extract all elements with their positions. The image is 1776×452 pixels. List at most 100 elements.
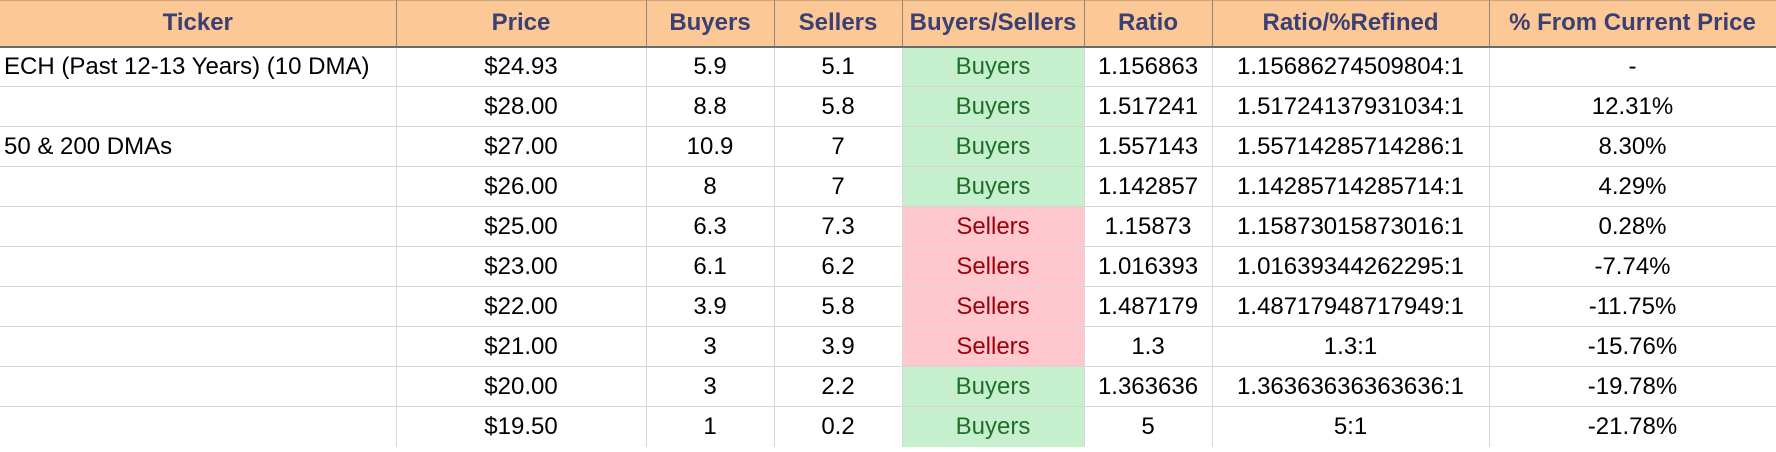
ticker-cell[interactable]: 50 & 200 DMAs (0, 126, 397, 167)
table-row: $28.00 8.8 5.8 Buyers 1.517241 1.5172413… (0, 86, 1776, 127)
ratio-cell[interactable]: 1.487179 (1084, 286, 1213, 327)
ticker-cell[interactable] (0, 406, 397, 447)
header-ratio[interactable]: Ratio (1084, 0, 1213, 48)
signal-cell[interactable]: Sellers (902, 206, 1085, 247)
pct-from-current-cell[interactable]: 0.28% (1489, 206, 1776, 247)
pct-from-current-cell[interactable]: -11.75% (1489, 286, 1776, 327)
ratio-cell[interactable]: 1.156863 (1084, 46, 1213, 87)
ratio-refined-cell[interactable]: 1.48717948717949:1 (1212, 286, 1490, 327)
pct-from-current-cell[interactable]: -21.78% (1489, 406, 1776, 447)
ratio-refined-cell[interactable]: 1.15686274509804:1 (1212, 46, 1490, 87)
ratio-refined-cell[interactable]: 1.3:1 (1212, 326, 1490, 367)
header-buyers-sellers[interactable]: Buyers/Sellers (902, 0, 1085, 48)
table-row: 50 & 200 DMAs $27.00 10.9 7 Buyers 1.557… (0, 126, 1776, 167)
ratio-refined-cell[interactable]: 1.15873015873016:1 (1212, 206, 1490, 247)
price-cell[interactable]: $27.00 (396, 126, 647, 167)
header-ratio-refined[interactable]: Ratio/%Refined (1212, 0, 1490, 48)
sellers-cell[interactable]: 6.2 (774, 246, 903, 287)
header-pct-from-current[interactable]: % From Current Price (1489, 0, 1776, 48)
buyers-cell[interactable]: 5.9 (646, 46, 775, 87)
ratio-refined-cell[interactable]: 1.36363636363636:1 (1212, 366, 1490, 407)
buyers-cell[interactable]: 8.8 (646, 86, 775, 127)
header-buyers[interactable]: Buyers (646, 0, 775, 48)
ticker-cell[interactable] (0, 286, 397, 327)
sellers-cell[interactable]: 5.8 (774, 86, 903, 127)
price-cell[interactable]: $21.00 (396, 326, 647, 367)
sellers-cell[interactable]: 7.3 (774, 206, 903, 247)
signal-cell[interactable]: Buyers (902, 46, 1085, 87)
ratio-cell[interactable]: 1.363636 (1084, 366, 1213, 407)
buyers-cell[interactable]: 3 (646, 326, 775, 367)
ticker-cell[interactable] (0, 206, 397, 247)
ratio-cell[interactable]: 1.557143 (1084, 126, 1213, 167)
price-cell[interactable]: $22.00 (396, 286, 647, 327)
price-cell[interactable]: $26.00 (396, 166, 647, 207)
signal-cell[interactable]: Sellers (902, 326, 1085, 367)
ratio-cell[interactable]: 1.016393 (1084, 246, 1213, 287)
price-cell[interactable]: $28.00 (396, 86, 647, 127)
ratio-refined-cell[interactable]: 1.55714285714286:1 (1212, 126, 1490, 167)
signal-cell[interactable]: Buyers (902, 166, 1085, 207)
sellers-cell[interactable]: 0.2 (774, 406, 903, 447)
price-cell[interactable]: $25.00 (396, 206, 647, 247)
ratio-refined-cell[interactable]: 1.14285714285714:1 (1212, 166, 1490, 207)
signal-cell[interactable]: Sellers (902, 286, 1085, 327)
pct-from-current-cell[interactable]: -19.78% (1489, 366, 1776, 407)
ticker-cell[interactable] (0, 326, 397, 367)
ticker-cell[interactable] (0, 246, 397, 287)
pct-from-current-cell[interactable]: 12.31% (1489, 86, 1776, 127)
ticker-cell[interactable] (0, 366, 397, 407)
table-row: $23.00 6.1 6.2 Sellers 1.016393 1.016393… (0, 246, 1776, 287)
signal-cell[interactable]: Buyers (902, 366, 1085, 407)
price-cell[interactable]: $23.00 (396, 246, 647, 287)
pct-from-current-cell[interactable]: 8.30% (1489, 126, 1776, 167)
table-row: ECH (Past 12-13 Years) (10 DMA) $24.93 5… (0, 46, 1776, 87)
buyers-cell[interactable]: 10.9 (646, 126, 775, 167)
ticker-cell[interactable] (0, 86, 397, 127)
ratio-cell[interactable]: 1.517241 (1084, 86, 1213, 127)
ratio-refined-cell[interactable]: 1.51724137931034:1 (1212, 86, 1490, 127)
table-body: ECH (Past 12-13 Years) (10 DMA) $24.93 5… (0, 46, 1776, 447)
sellers-cell[interactable]: 7 (774, 166, 903, 207)
ratio-cell[interactable]: 1.142857 (1084, 166, 1213, 207)
header-sellers[interactable]: Sellers (774, 0, 903, 48)
pct-from-current-cell[interactable]: -7.74% (1489, 246, 1776, 287)
sellers-cell[interactable]: 2.2 (774, 366, 903, 407)
signal-cell[interactable]: Buyers (902, 126, 1085, 167)
table-row: $26.00 8 7 Buyers 1.142857 1.14285714285… (0, 166, 1776, 207)
pct-from-current-cell[interactable]: - (1489, 46, 1776, 87)
table-row: $25.00 6.3 7.3 Sellers 1.15873 1.1587301… (0, 206, 1776, 247)
ticker-cell[interactable]: ECH (Past 12-13 Years) (10 DMA) (0, 46, 397, 87)
buyers-cell[interactable]: 6.3 (646, 206, 775, 247)
buyers-cell[interactable]: 3.9 (646, 286, 775, 327)
price-cell[interactable]: $24.93 (396, 46, 647, 87)
ratio-cell[interactable]: 5 (1084, 406, 1213, 447)
table-row: $22.00 3.9 5.8 Sellers 1.487179 1.487179… (0, 286, 1776, 327)
header-row: Ticker Price Buyers Sellers Buyers/Selle… (0, 0, 1776, 48)
sellers-cell[interactable]: 5.1 (774, 46, 903, 87)
signal-cell[interactable]: Sellers (902, 246, 1085, 287)
buyers-cell[interactable]: 3 (646, 366, 775, 407)
ticker-cell[interactable] (0, 166, 397, 207)
pct-from-current-cell[interactable]: 4.29% (1489, 166, 1776, 207)
pct-from-current-cell[interactable]: -15.76% (1489, 326, 1776, 367)
buyers-cell[interactable]: 8 (646, 166, 775, 207)
table-row: $21.00 3 3.9 Sellers 1.3 1.3:1 -15.76% (0, 326, 1776, 367)
table-row: $19.50 1 0.2 Buyers 5 5:1 -21.78% (0, 406, 1776, 447)
header-price[interactable]: Price (396, 0, 647, 48)
signal-cell[interactable]: Buyers (902, 86, 1085, 127)
header-ticker[interactable]: Ticker (0, 0, 397, 48)
signal-cell[interactable]: Buyers (902, 406, 1085, 447)
buyers-cell[interactable]: 1 (646, 406, 775, 447)
sellers-cell[interactable]: 5.8 (774, 286, 903, 327)
buyers-cell[interactable]: 6.1 (646, 246, 775, 287)
ratio-cell[interactable]: 1.15873 (1084, 206, 1213, 247)
ratio-refined-cell[interactable]: 1.01639344262295:1 (1212, 246, 1490, 287)
sellers-cell[interactable]: 7 (774, 126, 903, 167)
ratio-refined-cell[interactable]: 5:1 (1212, 406, 1490, 447)
price-cell[interactable]: $19.50 (396, 406, 647, 447)
sellers-cell[interactable]: 3.9 (774, 326, 903, 367)
price-cell[interactable]: $20.00 (396, 366, 647, 407)
ratio-cell[interactable]: 1.3 (1084, 326, 1213, 367)
